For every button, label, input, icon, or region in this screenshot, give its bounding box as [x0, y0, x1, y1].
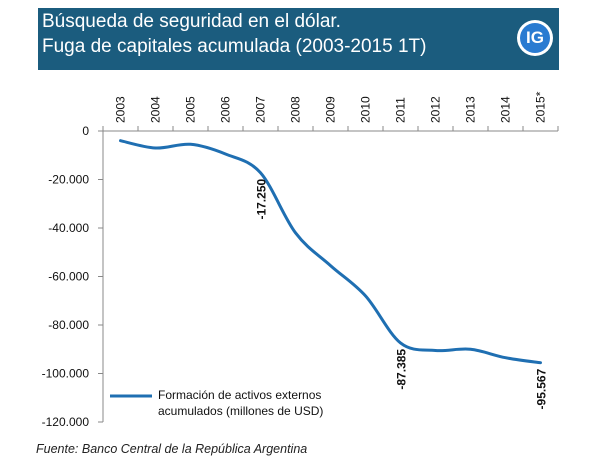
data-point: [504, 357, 506, 359]
data-point: [539, 362, 541, 364]
data-point: [154, 147, 156, 149]
data-point: [294, 232, 296, 234]
y-tick-label: -120.000: [42, 415, 90, 429]
data-point: [434, 349, 436, 351]
x-tick-label: 2008: [289, 96, 303, 123]
chart-subtitle: Fuga de capitales acumulada (2003-2015 1…: [42, 36, 427, 57]
legend-label: Formación de activos externos acumulados…: [158, 387, 358, 419]
data-label: -87.385: [395, 349, 409, 390]
legend-label-line-2: acumulados (millones de USD): [158, 404, 324, 418]
x-tick-label: 2011: [394, 97, 408, 123]
data-point: [329, 264, 331, 266]
x-tick-label: 2003: [114, 96, 128, 123]
legend-label-line-1: Formación de activos externos: [158, 388, 322, 402]
ig-logo-badge: IG: [517, 20, 553, 56]
data-point: [224, 153, 226, 155]
x-tick-label: 2010: [359, 96, 373, 123]
x-tick-label: 2014: [499, 96, 513, 123]
x-tick-label: 2013: [464, 96, 478, 123]
data-label: -17.250: [255, 179, 269, 220]
y-tick-label: -80.000: [48, 318, 89, 332]
data-point: [259, 172, 261, 174]
series-line: [119, 139, 542, 365]
x-tick-label: 2006: [219, 96, 233, 123]
data-point: [469, 348, 471, 350]
data-label: -95.567: [535, 368, 549, 409]
x-tick-label: 2015*: [534, 91, 548, 123]
x-tick-label: 2004: [149, 96, 163, 123]
x-tick-label: 2012: [429, 96, 443, 123]
y-tick-label: -40.000: [48, 221, 89, 235]
y-tick-label: 0: [82, 124, 89, 138]
data-point: [189, 143, 191, 145]
y-tick-label: -20.000: [48, 173, 89, 187]
x-tick-label: 2009: [324, 96, 338, 123]
y-tick-label: -60.000: [48, 270, 89, 284]
chart-title: Búsqueda de seguridad en el dólar.: [42, 11, 341, 32]
y-tick-label: -100.000: [42, 367, 90, 381]
data-point: [119, 140, 121, 142]
x-tick-label: 2005: [184, 96, 198, 123]
x-tick-label: 2007: [254, 96, 268, 123]
data-point: [364, 295, 366, 297]
ig-logo-text: IG: [520, 23, 550, 53]
data-point: [399, 342, 401, 344]
source-note: Fuente: Banco Central de la República Ar…: [36, 442, 308, 456]
chart-header: Búsqueda de seguridad en el dólar. Fuga …: [38, 8, 559, 70]
